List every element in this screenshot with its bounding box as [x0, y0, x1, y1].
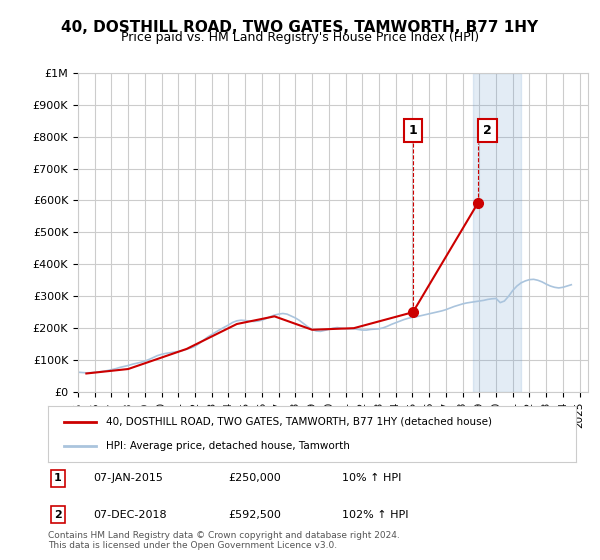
Text: 40, DOSTHILL ROAD, TWO GATES, TAMWORTH, B77 1HY (detached house): 40, DOSTHILL ROAD, TWO GATES, TAMWORTH, … [106, 417, 492, 427]
Text: 1: 1 [54, 473, 62, 483]
Text: 102% ↑ HPI: 102% ↑ HPI [342, 510, 409, 520]
Text: HPI: Average price, detached house, Tamworth: HPI: Average price, detached house, Tamw… [106, 441, 350, 451]
Text: £592,500: £592,500 [228, 510, 281, 520]
Text: 10% ↑ HPI: 10% ↑ HPI [342, 473, 401, 483]
Text: 2: 2 [54, 510, 62, 520]
Text: 07-JAN-2015: 07-JAN-2015 [93, 473, 163, 483]
Text: 2: 2 [483, 124, 492, 137]
Text: Contains HM Land Registry data © Crown copyright and database right 2024.
This d: Contains HM Land Registry data © Crown c… [48, 530, 400, 550]
Text: Price paid vs. HM Land Registry's House Price Index (HPI): Price paid vs. HM Land Registry's House … [121, 31, 479, 44]
Text: 40, DOSTHILL ROAD, TWO GATES, TAMWORTH, B77 1HY: 40, DOSTHILL ROAD, TWO GATES, TAMWORTH, … [61, 20, 539, 35]
Text: £250,000: £250,000 [228, 473, 281, 483]
Text: 07-DEC-2018: 07-DEC-2018 [93, 510, 167, 520]
Bar [473, 73, 521, 392]
Text: 1: 1 [409, 124, 418, 137]
